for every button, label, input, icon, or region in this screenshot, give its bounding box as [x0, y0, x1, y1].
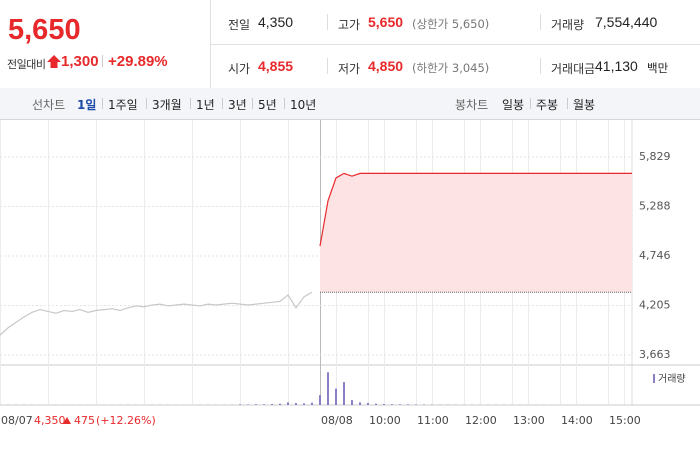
divider — [540, 14, 541, 30]
price-area — [320, 173, 632, 293]
divider — [102, 55, 103, 67]
volume-legend-swatch — [653, 374, 655, 383]
tab-separator — [222, 98, 223, 109]
tab-bar: 선차트 1일 1주일 3개월 1년 3년 5년 10년 봉차트 일봉 주봉 월봉 — [0, 88, 700, 120]
y-tick-label: 4,746 — [639, 249, 671, 262]
stat-value: 4,850 — [368, 58, 404, 74]
x-tick-label: 10:00 — [369, 414, 401, 427]
stat-note: (상한가 5,650) — [412, 17, 490, 31]
period-tab[interactable]: 10년 — [290, 98, 317, 112]
chart: 08/07 08/08 10:00 11:00 12:00 13:00 14:00 15:00… — [0, 120, 700, 427]
stat-label: 거래량 — [551, 18, 585, 32]
stat-note: (하한가 3,045) — [412, 61, 490, 75]
current-price: 5,650 — [8, 14, 81, 46]
candle-tab[interactable]: 주봉 — [536, 98, 559, 112]
volume-bar — [255, 404, 257, 405]
prev-day-line — [0, 291, 313, 336]
period-tab[interactable]: 3년 — [228, 98, 247, 112]
stat-value: 4,855 — [258, 58, 294, 74]
divider — [327, 14, 328, 30]
volume-bar — [287, 402, 289, 405]
x-tick-label: 11:00 — [417, 414, 449, 427]
volume-bar — [319, 395, 321, 405]
volume-bar — [327, 372, 329, 405]
summary-up-triangle — [63, 417, 71, 424]
volume-bar — [359, 402, 361, 405]
stat-value: 41,130 — [595, 58, 638, 74]
volume-bar — [351, 400, 353, 405]
summary-close: 4,350 — [34, 414, 66, 427]
y-tick-label: 4,205 — [639, 298, 671, 311]
volume-bar — [239, 404, 241, 405]
up-arrow — [47, 55, 61, 68]
x-tick-label: 15:00 — [609, 414, 641, 427]
candle-tab[interactable]: 월봉 — [573, 98, 596, 112]
volume-bar — [335, 388, 337, 405]
volume-legend: 거래량 — [658, 373, 686, 385]
change-rate: +29.89% — [108, 53, 168, 70]
tab-separator — [102, 98, 103, 109]
volume-bar — [295, 403, 297, 405]
volume-bar — [343, 382, 345, 405]
divider — [327, 58, 328, 74]
volume-bar — [375, 403, 377, 405]
period-tab[interactable]: 3개월 — [152, 98, 182, 112]
period-tab[interactable]: 1일 — [77, 98, 97, 112]
stat-label: 거래대금 — [551, 62, 596, 76]
stat-label: 전일 — [228, 18, 251, 32]
volume-bar — [391, 404, 393, 405]
period-tab[interactable]: 1년 — [196, 98, 215, 112]
stat-value: 7,554,440 — [595, 14, 658, 30]
summary-rate: (+12.26%) — [96, 414, 156, 427]
candle-tab[interactable]: 일봉 — [502, 98, 525, 112]
stat-note: 백만 — [647, 61, 669, 75]
tab-separator — [190, 98, 191, 109]
y-tick-label: 5,288 — [639, 199, 671, 212]
quote-header: 5,650 전일대비 1,300 +29.89% 전일 4,350 고가 5,650 (… — [0, 0, 700, 89]
stat-value: 4,350 — [258, 14, 294, 30]
change-label: 전일대비 — [7, 58, 46, 71]
tab-separator — [252, 98, 253, 109]
volume-bar — [311, 402, 313, 405]
volume-bar — [367, 403, 369, 405]
x-tick-label: 08/08 — [321, 414, 353, 427]
tab-separator — [567, 98, 568, 109]
x-tick-label: 12:00 — [465, 414, 497, 427]
divider — [540, 58, 541, 74]
volume-bar — [271, 404, 273, 405]
x-tick-label: 08/07 — [1, 414, 33, 427]
volume-bar — [303, 403, 305, 405]
x-tick-label: 13:00 — [513, 414, 545, 427]
candle-chart-label: 봉차트 — [455, 98, 489, 112]
y-tick-label: 5,829 — [639, 150, 671, 163]
divider — [210, 44, 700, 45]
x-tick-label: 14:00 — [561, 414, 593, 427]
tab-separator — [530, 98, 531, 109]
volume-bar — [383, 404, 385, 405]
change-value: 1,300 — [61, 53, 99, 70]
volume-bar — [399, 404, 401, 405]
period-tab[interactable]: 1주일 — [108, 98, 138, 112]
volume-bar — [279, 403, 281, 405]
stat-label: 저가 — [338, 62, 361, 76]
line-chart-label: 선차트 — [32, 98, 66, 112]
price-line — [319, 172, 632, 247]
stat-value: 5,650 — [368, 14, 404, 30]
volume-bar — [263, 404, 265, 405]
tab-separator — [146, 98, 147, 109]
stat-label: 고가 — [338, 18, 361, 32]
tab-separator — [284, 98, 285, 109]
y-tick-label: 3,663 — [639, 348, 671, 361]
volume-bar — [407, 404, 409, 405]
stat-label: 시가 — [228, 62, 251, 76]
summary-change: 475 — [74, 414, 95, 427]
period-tab[interactable]: 5년 — [258, 98, 277, 112]
